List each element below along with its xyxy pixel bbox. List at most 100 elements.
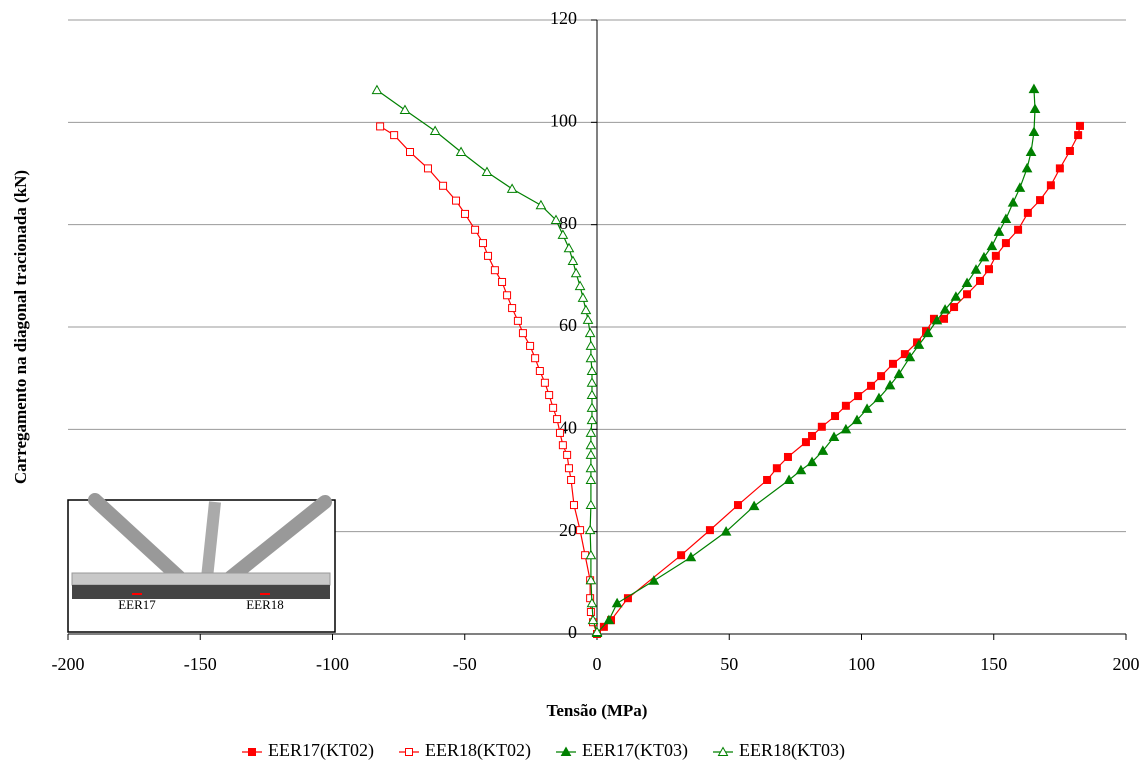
data-point — [549, 403, 558, 412]
data-point — [1074, 131, 1083, 140]
legend-marker — [560, 746, 572, 756]
data-point — [587, 614, 599, 625]
data-point — [1021, 162, 1033, 173]
data-point — [991, 251, 1000, 260]
data-point — [1028, 83, 1040, 94]
data-point — [498, 277, 507, 286]
data-point — [563, 242, 575, 253]
data-point — [564, 464, 573, 473]
x-tick-label: -100 — [316, 654, 349, 674]
data-point — [545, 391, 554, 400]
inset: EER17 EER18 — [67, 493, 336, 633]
data-point — [986, 240, 998, 251]
data-point — [585, 439, 597, 450]
data-point — [399, 104, 411, 115]
legend-label: EER18(KT03) — [739, 740, 845, 761]
data-point — [1055, 164, 1064, 173]
data-point — [733, 501, 742, 510]
data-point — [1014, 182, 1026, 192]
data-point — [877, 372, 886, 381]
data-point — [580, 304, 592, 315]
x-tick-label: 0 — [593, 654, 602, 674]
data-point — [584, 327, 596, 338]
data-point — [439, 181, 448, 190]
data-point — [599, 622, 608, 631]
data-point — [585, 340, 597, 350]
data-point — [535, 199, 547, 210]
data-point — [585, 549, 597, 560]
data-point — [540, 378, 549, 387]
data-point — [481, 166, 493, 176]
data-point — [1075, 121, 1084, 130]
data-point — [828, 431, 840, 442]
x-tick-label: 200 — [1113, 654, 1140, 674]
data-point — [531, 354, 540, 363]
data-point — [970, 264, 982, 274]
data-point — [806, 456, 818, 467]
y-tick-label: 100 — [550, 110, 577, 130]
x-tick-label: -50 — [453, 654, 477, 674]
data-point — [585, 474, 597, 484]
data-point — [922, 327, 934, 338]
x-tick-label: 150 — [980, 654, 1007, 674]
series — [371, 84, 603, 636]
data-point — [535, 367, 544, 376]
data-point — [841, 401, 850, 410]
data-point — [567, 255, 579, 265]
data-point — [888, 359, 897, 368]
data-point — [591, 626, 603, 636]
data-point — [748, 500, 760, 511]
data-point — [555, 428, 564, 437]
data-point — [585, 499, 597, 510]
legend-label: EER17(KT02) — [268, 740, 374, 761]
data-point — [574, 280, 586, 291]
x-tick-label: 50 — [720, 654, 738, 674]
inset-chord-side — [72, 585, 330, 599]
data-point — [961, 277, 973, 287]
data-point — [975, 276, 984, 285]
data-point — [685, 551, 697, 562]
data-point — [817, 422, 826, 431]
data-point — [904, 351, 916, 362]
data-point — [558, 441, 567, 450]
data-point — [577, 292, 589, 302]
data-point — [795, 464, 807, 475]
data-point — [1065, 146, 1074, 155]
legend-marker — [248, 748, 256, 756]
data-point — [550, 214, 562, 225]
data-point — [801, 438, 810, 447]
data-point — [677, 551, 686, 560]
data-point — [586, 389, 598, 400]
legend-label: EER17(KT03) — [582, 740, 688, 761]
series-line — [379, 125, 598, 635]
data-point — [390, 131, 399, 140]
x-tick-label: 100 — [848, 654, 875, 674]
data-point — [479, 239, 488, 248]
data-point — [423, 164, 432, 173]
data-point — [557, 229, 569, 239]
data-point — [893, 368, 905, 379]
data-point — [1000, 213, 1012, 224]
data-point — [873, 392, 885, 403]
data-point — [490, 266, 499, 275]
data-point — [808, 431, 817, 440]
data-point — [720, 526, 732, 536]
data-point — [913, 339, 925, 349]
data-point — [405, 148, 414, 157]
data-point — [376, 122, 385, 131]
data-point — [518, 329, 527, 338]
series — [376, 122, 601, 638]
data-point — [884, 379, 896, 390]
y-tick-label: 20 — [559, 520, 577, 540]
data-point — [611, 597, 623, 608]
data-point — [939, 304, 951, 314]
data-point — [452, 196, 461, 205]
y-tick-label: 120 — [550, 8, 577, 28]
inset-brace — [223, 495, 332, 585]
data-point — [455, 146, 467, 157]
data-point — [484, 251, 493, 260]
inset-chord-top — [71, 572, 331, 586]
x-tick-label: -200 — [52, 654, 85, 674]
data-point — [1025, 146, 1037, 157]
